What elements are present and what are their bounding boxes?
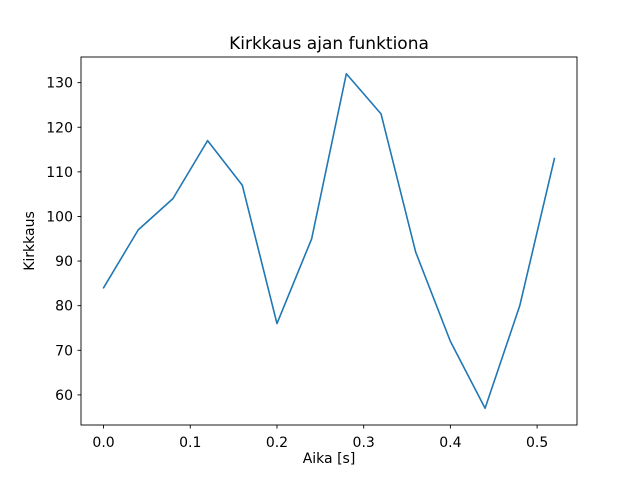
x-tick-label: 0.4 — [439, 435, 461, 451]
y-tick-label: 70 — [55, 343, 73, 359]
y-tick-label: 110 — [46, 165, 73, 181]
axes-frame — [80, 56, 578, 426]
y-tick-label: 80 — [55, 299, 73, 315]
y-tick-label: 120 — [46, 120, 73, 136]
x-axis-label: Aika [s] — [302, 451, 356, 467]
y-axis-label: Kirkkaus — [22, 211, 38, 271]
x-tick-label: 0.1 — [179, 435, 201, 451]
y-tick-label: 100 — [46, 209, 73, 225]
y-tick-label: 130 — [46, 76, 73, 92]
x-tick-label: 0.5 — [526, 435, 548, 451]
chart-title: Kirkkaus ajan funktiona — [229, 34, 429, 54]
x-tick-label: 0.0 — [92, 435, 114, 451]
data-line — [102, 72, 556, 410]
x-tick-label: 0.2 — [266, 435, 288, 451]
y-tick-label: 60 — [55, 388, 73, 404]
y-tick-label: 90 — [55, 254, 73, 270]
x-tick-label: 0.3 — [353, 435, 375, 451]
